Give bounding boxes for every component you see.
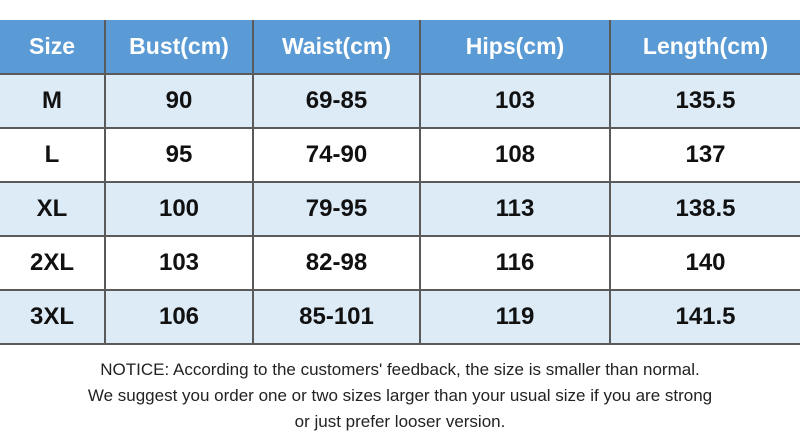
measure-cell: 135.5 [609,73,800,129]
notice-line: or just prefer looser version. [294,412,506,431]
header-cell: Bust(cm) [104,20,254,75]
measure-cell: 138.5 [609,181,800,237]
measure-cell: 100 [104,181,254,237]
size-cell: 2XL [0,235,106,291]
table-row: M 90 69-85 103 135.5 [0,73,800,129]
header-cell: Hips(cm) [419,20,611,75]
measure-cell: 82-98 [252,235,421,291]
measure-cell: 90 [104,73,254,129]
measure-cell: 108 [419,127,611,183]
notice-line: We suggest you order one or two sizes la… [87,386,713,405]
size-cell: XL [0,181,106,237]
size-cell: M [0,73,106,129]
size-cell: 3XL [0,289,106,345]
header-cell: Size [0,20,106,75]
table-row: 3XL 106 85-101 119 141.5 [0,289,800,345]
measure-cell: 103 [104,235,254,291]
measure-cell: 141.5 [609,289,800,345]
notice-line: NOTICE: According to the customers' feed… [100,360,700,379]
measure-cell: 103 [419,73,611,129]
size-cell: L [0,127,106,183]
measure-cell: 69-85 [252,73,421,129]
header-row: Size Bust(cm) Waist(cm) Hips(cm) Length(cm) [0,20,800,75]
size-table-wrap: Size Bust(cm) Waist(cm) Hips(cm) Length(cm) … [0,20,800,345]
header-cell: Waist(cm) [252,20,421,75]
measure-cell: 79-95 [252,181,421,237]
measure-cell: 137 [609,127,800,183]
measure-cell: 119 [419,289,611,345]
table-body: M 90 69-85 103 135.5 L 95 74-90 108 137 XL 100 79-95… [0,73,800,345]
notice: NOTICE: According to the customers' feed… [0,357,800,435]
measure-cell: 85-101 [252,289,421,345]
measure-cell: 106 [104,289,254,345]
measure-cell: 74-90 [252,127,421,183]
measure-cell: 140 [609,235,800,291]
size-table: Size Bust(cm) Waist(cm) Hips(cm) Length(cm) … [0,20,800,345]
header-cell: Length(cm) [609,20,800,75]
table-row: L 95 74-90 108 137 [0,127,800,183]
table-row: XL 100 79-95 113 138.5 [0,181,800,237]
measure-cell: 116 [419,235,611,291]
measure-cell: 95 [104,127,254,183]
measure-cell: 113 [419,181,611,237]
table-row: 2XL 103 82-98 116 140 [0,235,800,291]
